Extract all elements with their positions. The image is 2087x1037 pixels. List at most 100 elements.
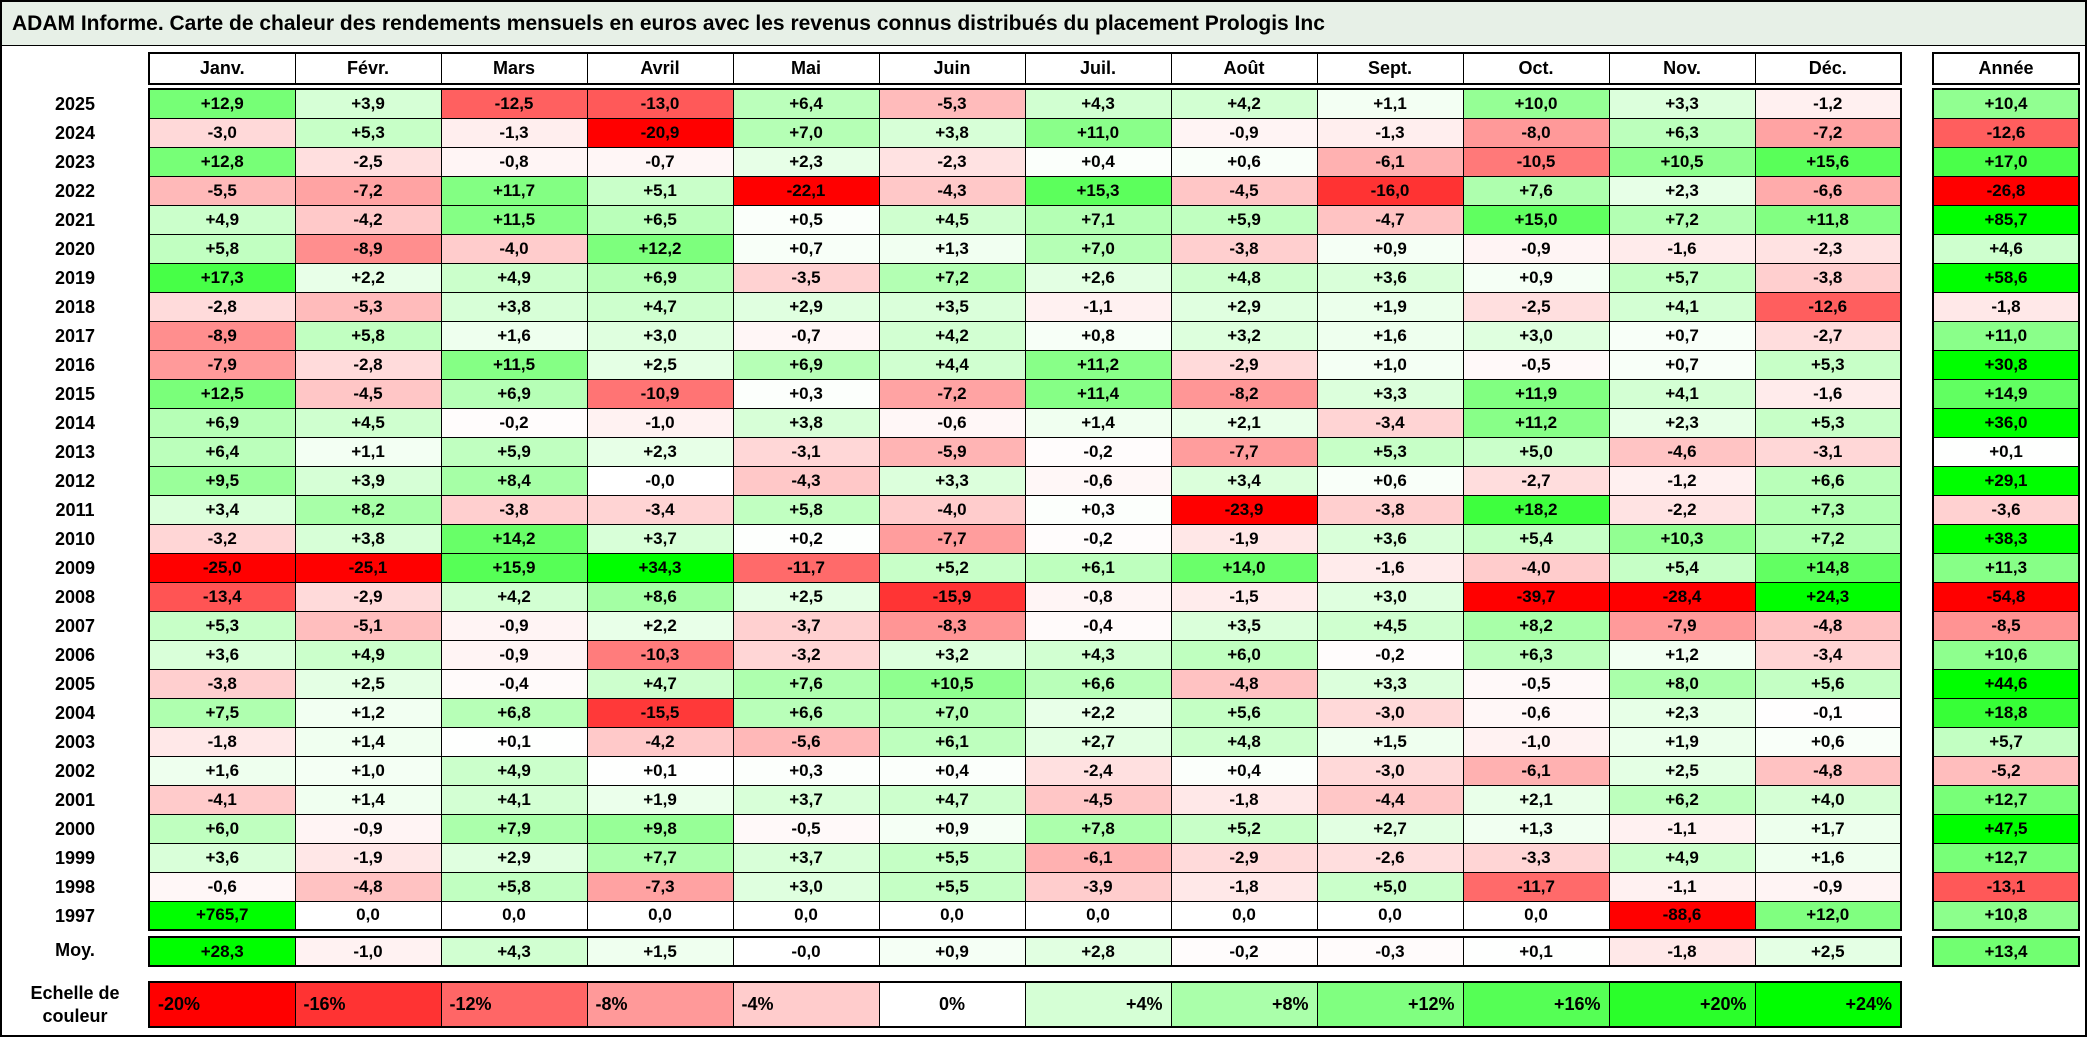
heatmap-cell: -1,6 [1316,552,1464,583]
heatmap-cell: -25,1 [294,552,442,583]
heatmap-cell: +2,2 [1024,697,1172,728]
heatmap-cell: -1,6 [1754,378,1902,409]
heatmap-cell: +7,0 [878,697,1026,728]
annual-row: +12,7 [1932,842,2080,873]
average-row-label: Moy. [55,940,95,960]
heatmap-cell: -8,3 [878,610,1026,641]
heatmap-cell: +1,3 [878,233,1026,264]
heatmap-cell: +0,9 [1316,233,1464,264]
heatmap-row: -2,8 -5,3 +3,8 +4,7 +2,9 +3,5 -1,1 +2,9 +1,9 -2,5… [148,291,1902,322]
annual-header-table: Année [1932,52,2080,85]
heatmap-cell: +4,9 [148,204,296,235]
heatmap-cell: +5,3 [294,117,442,148]
heatmap-area: 2025 2024 2023 2022 2021 2020 2019 2018 2017 2016… [2,52,2085,967]
heatmap-cell: -0,8 [440,146,588,177]
heatmap-cell: 0,0 [1316,900,1464,931]
heatmap-cell: -5,1 [294,610,442,641]
annual-row: +11,0 [1932,320,2080,351]
heatmap-cell: +15,6 [1754,146,1902,177]
heatmap-cell: +5,6 [1170,697,1318,728]
heatmap-cell: +3,8 [732,407,880,438]
year-label: 2012 [54,471,96,491]
annual-cell: +30,8 [1932,349,2080,380]
heatmap-cell: +3,2 [878,639,1026,670]
annual-row: +85,7 [1932,204,2080,235]
heatmap-cell: +5,8 [732,494,880,525]
heatmap-cell: +0,8 [1024,320,1172,351]
annual-cell: +11,0 [1932,320,2080,351]
heatmap-cell: +0,7 [1608,320,1756,351]
heatmap-cell: +5,4 [1462,523,1610,554]
heatmap-cell: +1,7 [1754,813,1902,844]
heatmap-cell: +11,2 [1024,349,1172,380]
heatmap-cell: +9,8 [586,813,734,844]
annual-cell: +85,7 [1932,204,2080,235]
color-scale-cell: +8% [1170,981,1318,1028]
heatmap-cell: +0,4 [878,755,1026,786]
years-column: 2025 2024 2023 2022 2021 2020 2019 2018 2017 2016… [2,52,148,967]
color-scale-cell: +20% [1608,981,1756,1028]
year-label: 2007 [54,616,96,636]
heatmap-cell: +5,0 [1462,436,1610,467]
heatmap-cell: -4,8 [1170,668,1318,699]
heatmap-cell: +1,4 [294,784,442,815]
heatmap-cell: -5,3 [294,291,442,322]
heatmap-cell: -3,5 [732,262,880,293]
annual-cell: -5,2 [1932,755,2080,786]
year-label: 2003 [54,732,96,752]
heatmap-cell: +7,8 [1024,813,1172,844]
heatmap-cell: -3,2 [732,639,880,670]
heatmap-cell: +3,0 [1316,581,1464,612]
heatmap-cell: +7,2 [1608,204,1756,235]
year-label: 2022 [54,181,96,201]
heatmap-cell: -0,6 [1024,465,1172,496]
heatmap-cell: -4,0 [1462,552,1610,583]
heatmap-cell: +12,5 [148,378,296,409]
heatmap-cell: +4,3 [1024,88,1172,119]
heatmap-cell: -0,9 [440,639,588,670]
heatmap-cell: +0,7 [732,233,880,264]
heatmap-cell: +4,8 [1170,262,1318,293]
heatmap-cell: -4,4 [1316,784,1464,815]
heatmap-cell: +5,5 [878,871,1026,902]
heatmap-cell: -0,1 [1754,697,1902,728]
annual-row: +4,6 [1932,233,2080,264]
heatmap-cell: +14,2 [440,523,588,554]
heatmap-cell: +3,7 [732,784,880,815]
year-label: 2025 [54,94,96,114]
annual-cell: -26,8 [1932,175,2080,206]
heatmap-cell: -8,9 [294,233,442,264]
heatmap-cell: -0,2 [1024,523,1172,554]
heatmap-cell: +0,9 [878,813,1026,844]
heatmap-cell: -5,3 [878,88,1026,119]
year-label: 2021 [54,210,96,230]
annual-cell: -1,8 [1932,291,2080,322]
annual-cell: +0,1 [1932,436,2080,467]
heatmap-cell: -39,7 [1462,581,1610,612]
heatmap-cell: +14,8 [1754,552,1902,583]
heatmap-cell: -11,7 [732,552,880,583]
heatmap-cell: -4,8 [1754,755,1902,786]
annual-row: -8,5 [1932,610,2080,641]
average-cell: -0,2 [1170,936,1318,967]
heatmap-cell: +2,5 [586,349,734,380]
heatmap-cell: +6,6 [1024,668,1172,699]
heatmap-cell: -7,2 [1754,117,1902,148]
heatmap-row: -0,6 -4,8 +5,8 -7,3 +3,0 +5,5 -3,9 -1,8 +5,0 -11,… [148,871,1902,902]
heatmap-cell: +1,6 [440,320,588,351]
heatmap-cell: -4,2 [294,204,442,235]
heatmap-cell: -12,5 [440,88,588,119]
heatmap-cell: -4,0 [878,494,1026,525]
heatmap-cell: -0,5 [1462,349,1610,380]
month-header: Nov. [1608,52,1756,85]
annual-row: +44,6 [1932,668,2080,699]
annual-row: +30,8 [1932,349,2080,380]
heatmap-cell: -2,3 [1754,233,1902,264]
heatmap-row: +12,5 -4,5 +6,9 -10,9 +0,3 -7,2 +11,4 -8,2 +3,3 +… [148,378,1902,409]
heatmap-cell: +3,6 [148,639,296,670]
heatmap-cell: +7,5 [148,697,296,728]
heatmap-cell: -3,0 [148,117,296,148]
heatmap-cell: -2,8 [294,349,442,380]
heatmap-cell: -2,9 [1170,842,1318,873]
heatmap-cell: +4,4 [878,349,1026,380]
